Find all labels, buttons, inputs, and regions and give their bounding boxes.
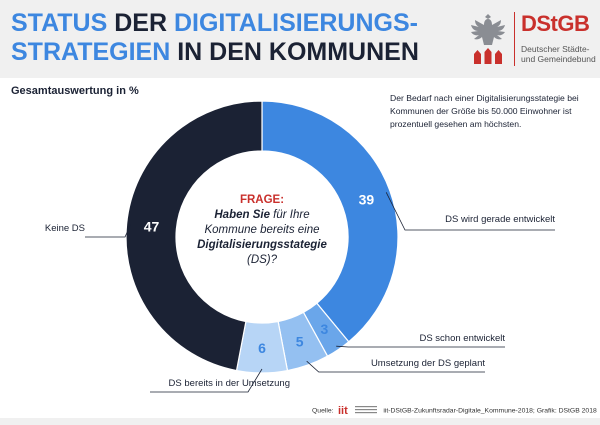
leader-line <box>336 345 505 348</box>
donut-slice <box>261 100 399 343</box>
source-text: iit-DStGB-Zukunftsradar-Digitale_Kommune… <box>383 407 597 415</box>
slice-value-label: 5 <box>296 333 304 349</box>
question-head: FRAGE: <box>239 194 285 206</box>
footer-band <box>0 418 600 425</box>
slice-value-label: 6 <box>258 340 266 356</box>
leader-line <box>306 360 485 373</box>
slice-value-label: 39 <box>359 191 375 207</box>
title-word-digitalisierungs: DIGITALISIERUNGS- <box>173 9 418 37</box>
page-title: STATUS DER DIGITALISIERUNGS- STRATEGIEN … <box>11 9 419 67</box>
slice-category-label: Keine DS <box>45 223 85 234</box>
slice-category-label: Umsetzung der DS geplant <box>371 358 485 369</box>
slice-value-label: 3 <box>320 321 328 337</box>
slice-value-label: 47 <box>144 219 160 235</box>
question-part-3: Digitalisierungsstategie <box>197 239 327 251</box>
question-part-1: Haben Sie <box>214 209 270 221</box>
question-part-4: (DS)? <box>246 254 278 266</box>
chart-note: Der Bedarf nach einer Digitalisierungsst… <box>390 93 579 129</box>
title-word-kommunen: IN DEN KOMMUNEN <box>177 38 419 66</box>
logo-divider <box>514 12 515 66</box>
slice-category-label: DS bereits in der Umsetzung <box>169 378 290 389</box>
logo-wordmark: DStGB <box>521 11 590 36</box>
iit-logo-text: iit <box>338 405 348 415</box>
logo-subtitle: Deutscher Städte- und Gemeindebund <box>521 44 596 64</box>
title-word-der: DER <box>114 9 174 37</box>
title-line-1: STATUS DER DIGITALISIERUNGS- <box>11 9 419 38</box>
logo-sub-line-2: und Gemeindebund <box>521 54 596 64</box>
donut-slice <box>125 100 263 372</box>
leader-line <box>385 192 555 231</box>
question-text: FRAGE: Haben Sie für Ihre Kommune bereit… <box>190 193 334 268</box>
leader-line <box>85 224 131 238</box>
leader-line <box>150 368 263 393</box>
eagle-icon <box>471 14 505 64</box>
question-part-2: für Ihre Kommune bereits eine <box>204 209 320 236</box>
iit-logo-icon: iit <box>338 405 378 415</box>
title-word-strategien: STRATEGIEN <box>11 38 178 66</box>
logo-sub-line-1: Deutscher Städte- <box>521 44 590 54</box>
title-word-status: STATUS <box>11 9 115 37</box>
chart-subtitle: Gesamtauswertung in % <box>11 85 139 97</box>
slice-category-label: DS schon entwickelt <box>419 333 505 344</box>
source-label: Quelle: <box>312 407 334 415</box>
source-line: Quelle: iit iit-DStGB-Zukunftsradar-Digi… <box>312 405 597 416</box>
slice-category-label: DS wird gerade entwickelt <box>445 214 555 225</box>
title-line-2: STRATEGIEN IN DEN KOMMUNEN <box>11 38 419 67</box>
